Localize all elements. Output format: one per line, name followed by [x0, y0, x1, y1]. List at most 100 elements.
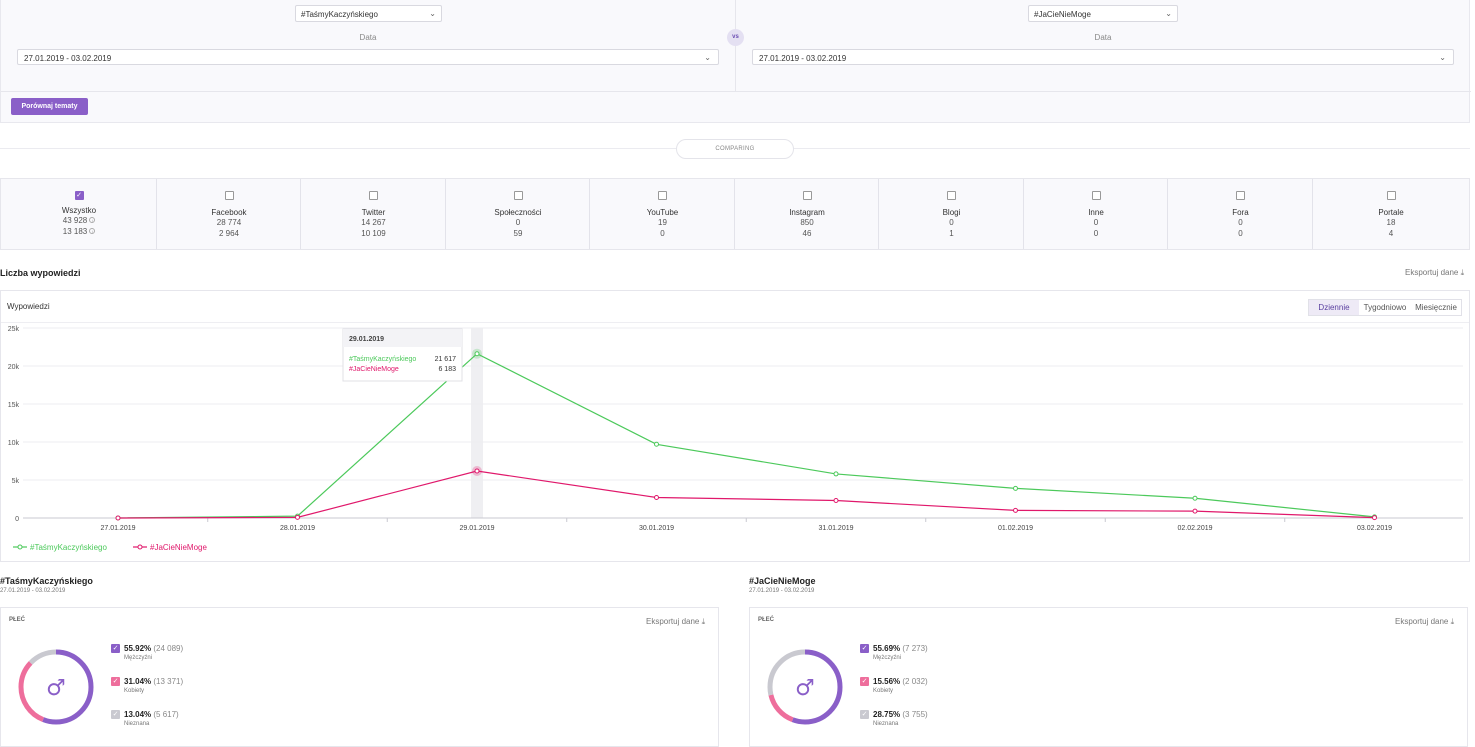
tab-weekly[interactable]: Tygodniowo — [1363, 303, 1407, 312]
source-checkbox[interactable] — [1091, 191, 1101, 200]
x-tick-label: 29.01.2019 — [459, 525, 494, 532]
source-checkbox[interactable]: ✓ — [74, 191, 84, 200]
tab-daily[interactable]: Dziennie — [1309, 300, 1359, 315]
source-checkbox[interactable] — [658, 191, 667, 200]
source-filter-blogi[interactable]: Blogi 0 1 — [879, 179, 1024, 249]
x-tick-label: 28.01.2019 — [280, 525, 315, 532]
y-tick-label: 10k — [8, 440, 20, 447]
tooltip-series-value: 6 183 — [438, 366, 456, 373]
gender-checkbox[interactable]: ✓ — [111, 710, 120, 719]
chart-header-divider — [1, 322, 1469, 323]
chart-panel: Wypowiedzi Dziennie Tygodniowo Miesięczn… — [0, 290, 1470, 562]
source-checkbox[interactable] — [513, 191, 523, 200]
gender-card-label: PŁEĆ — [9, 617, 26, 623]
data-point — [654, 494, 659, 500]
data-point — [1372, 515, 1377, 521]
source-filter-youtube[interactable]: YouTube 19 0 — [590, 179, 735, 249]
date-range-select-left[interactable]: 27.01.2019 - 03.02.2019 ⌄ — [17, 49, 719, 65]
x-tick-label: 03.02.2019 — [1357, 525, 1392, 532]
data-point — [654, 441, 659, 447]
source-separator — [734, 179, 735, 249]
donut-segment — [767, 649, 843, 725]
compare-topics-button[interactable]: Porównaj tematy — [11, 98, 88, 115]
export-data-link[interactable]: Eksportuj dane ⤓ — [646, 617, 705, 627]
gender-checkbox[interactable]: ✓ — [860, 710, 869, 719]
gender-checkbox[interactable]: ✓ — [860, 644, 869, 653]
chevron-down-icon: ⌄ — [429, 9, 436, 18]
data-point — [1013, 507, 1018, 513]
source-count-right: 4 — [1388, 229, 1394, 238]
vs-badge: vs — [727, 29, 744, 46]
source-count-left: 43 928 i — [1, 215, 157, 226]
export-data-link[interactable]: Eksportuj dane ⤓ — [1405, 268, 1464, 278]
source-count-right: 2 964 — [218, 229, 240, 238]
source-filter-instagram[interactable]: Instagram 850 46 — [735, 179, 879, 249]
period-tabs: Dziennie Tygodniowo Miesięcznie — [1308, 299, 1462, 316]
info-icon[interactable]: i — [89, 217, 96, 223]
line-chart: 0 5k 10k 15k 20k 25k 27.01.2019 28.01.2019 29.01… — [8, 326, 1463, 552]
source-checkbox[interactable] — [224, 191, 234, 200]
info-icon[interactable]: i — [89, 228, 96, 234]
source-count-left: 19 — [658, 218, 667, 227]
donut-segment — [18, 649, 94, 725]
chevron-down-icon: ⌄ — [1165, 9, 1172, 18]
x-tick-label: 27.01.2019 — [100, 525, 135, 532]
gender-checkbox[interactable]: ✓ — [111, 644, 120, 653]
date-range-right-value: 27.01.2019 - 03.02.2019 — [759, 54, 847, 63]
data-point — [115, 515, 121, 521]
date-range-select-right[interactable]: 27.01.2019 - 03.02.2019 ⌄ — [752, 49, 1454, 65]
source-name: Instagram — [789, 208, 825, 217]
source-count-left: 0 — [1238, 218, 1243, 227]
gender-label: Kobiety — [873, 688, 894, 694]
gender-donut-chart: ♂ — [18, 649, 94, 725]
source-filter-inne[interactable]: Inne 0 0 — [1024, 179, 1168, 249]
topic-select-left-value: #TaśmyKaczyńskiego — [301, 10, 378, 19]
source-count-right: 0 — [660, 229, 665, 238]
gender-section-date-range: 27.01.2019 - 03.02.2019 — [749, 588, 815, 594]
source-filter-portale[interactable]: Portale 18 4 — [1313, 179, 1469, 249]
source-checkbox[interactable] — [369, 191, 378, 200]
source-name: Społeczności — [494, 208, 542, 217]
x-tick-label: 02.02.2019 — [1177, 525, 1212, 532]
section-title-statements: Liczba wypowiedzi — [0, 268, 81, 278]
x-tick-label: 30.01.2019 — [639, 525, 674, 532]
source-name: Twitter — [361, 208, 386, 217]
source-name: YouTube — [646, 208, 679, 217]
source-name: Facebook — [211, 208, 247, 217]
tab-monthly[interactable]: Miesięcznie — [1415, 303, 1457, 312]
source-filter-społeczności[interactable]: Społeczności 0 59 — [446, 179, 590, 249]
x-tick-label: 01.02.2019 — [998, 525, 1033, 532]
source-checkbox[interactable] — [947, 191, 956, 200]
tooltip-series-value: 21 617 — [435, 356, 457, 363]
gender-label: Nieznana — [124, 721, 150, 727]
source-filter-fora[interactable]: Fora 0 0 — [1168, 179, 1313, 249]
source-count-right: 46 — [802, 229, 812, 238]
gender-checkbox[interactable]: ✓ — [111, 677, 120, 686]
gender-card: PŁEĆ Eksportuj dane ⤓ ♂ ✓ 55.69% (7 273) Mężc… — [749, 607, 1468, 747]
source-checkbox[interactable] — [1386, 191, 1396, 200]
gender-percent: 31.04% (13 371) — [124, 677, 184, 686]
y-tick-label: 15k — [8, 402, 20, 409]
gender-label: Mężczyźni — [873, 655, 902, 661]
download-icon: ⤓ — [701, 617, 706, 626]
source-checkbox[interactable] — [802, 191, 812, 200]
source-filter-twitter[interactable]: Twitter 14 267 10 109 — [301, 179, 446, 249]
export-data-link[interactable]: Eksportuj dane ⤓ — [1395, 617, 1454, 627]
download-icon: ⤓ — [1460, 268, 1465, 277]
source-count-left: 0 — [515, 218, 521, 227]
gender-card: PŁEĆ Eksportuj dane ⤓ ♂ ✓ 55.92% (24 089) Męż… — [0, 607, 719, 747]
chevron-down-icon: ⌄ — [1439, 53, 1446, 62]
source-name: Wszystko — [61, 206, 97, 215]
source-checkbox[interactable] — [1236, 191, 1245, 200]
y-tick-label: 25k — [8, 326, 20, 333]
source-filter-facebook[interactable]: Facebook 28 774 2 964 — [157, 179, 301, 249]
topic-select-right[interactable]: #JaCieNieMoge ⌄ — [1028, 5, 1178, 22]
source-filter-bar: ✓ Wszystko 43 928 i 13 183 i Facebook 28 774 2 9… — [0, 178, 1470, 250]
gender-label: Nieznana — [873, 721, 899, 727]
source-count-left: 0 — [949, 218, 954, 227]
source-filter-wszystko[interactable]: ✓ Wszystko 43 928 i 13 183 i — [1, 179, 157, 249]
gender-checkbox[interactable]: ✓ — [860, 677, 869, 686]
legend-marker — [17, 544, 23, 550]
tooltip-series-name: #JaCieNieMoge — [349, 366, 399, 373]
topic-select-left[interactable]: #TaśmyKaczyńskiego ⌄ — [295, 5, 442, 22]
